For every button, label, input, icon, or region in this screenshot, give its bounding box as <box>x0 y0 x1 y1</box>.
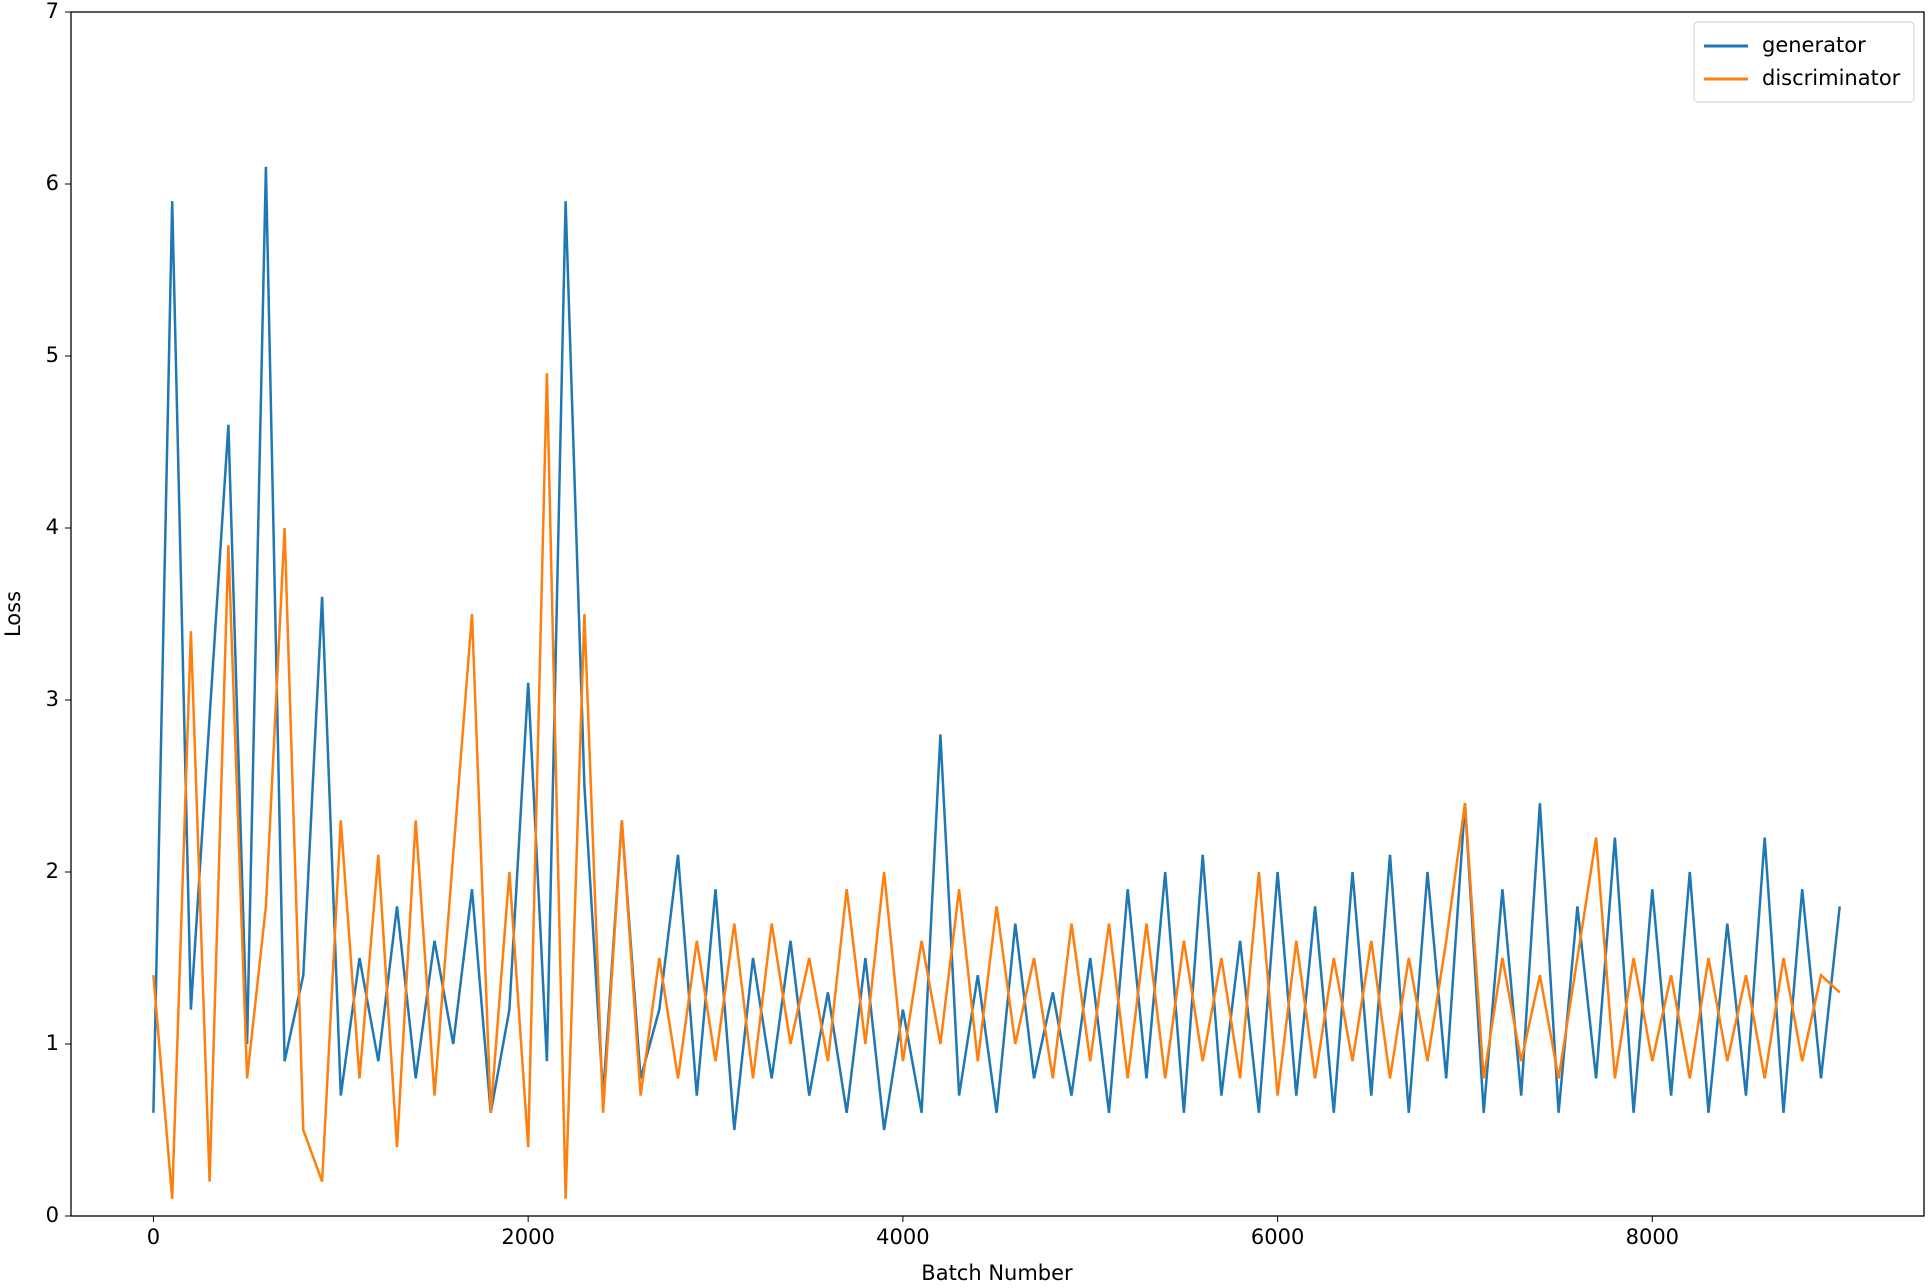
y-tick-label: 1 <box>46 1031 59 1055</box>
y-tick-label: 5 <box>46 343 59 367</box>
y-tick-label: 0 <box>46 1203 59 1227</box>
plot-frame <box>70 11 1925 1217</box>
legend-label: generator <box>1762 33 1866 57</box>
y-tick-label: 7 <box>46 0 59 23</box>
line-series <box>152 166 1841 1131</box>
y-axis-label: Loss <box>1 591 25 637</box>
x-axis-label: Batch Number <box>921 1261 1073 1285</box>
x-tick-label: 2000 <box>501 1225 554 1249</box>
x-tick-label: 6000 <box>1251 1225 1304 1249</box>
y-tick-label: 6 <box>46 171 59 195</box>
x-tick-label: 8000 <box>1626 1225 1679 1249</box>
y-tick-label: 3 <box>46 687 59 711</box>
legend-box <box>1693 21 1915 103</box>
y-tick-label: 2 <box>46 859 59 883</box>
y-tick-label: 4 <box>46 515 59 539</box>
legend-label: discriminator <box>1762 66 1901 90</box>
x-tick-label: 0 <box>147 1225 160 1249</box>
line-series <box>152 373 1841 1199</box>
x-tick-label: 4000 <box>876 1225 929 1249</box>
